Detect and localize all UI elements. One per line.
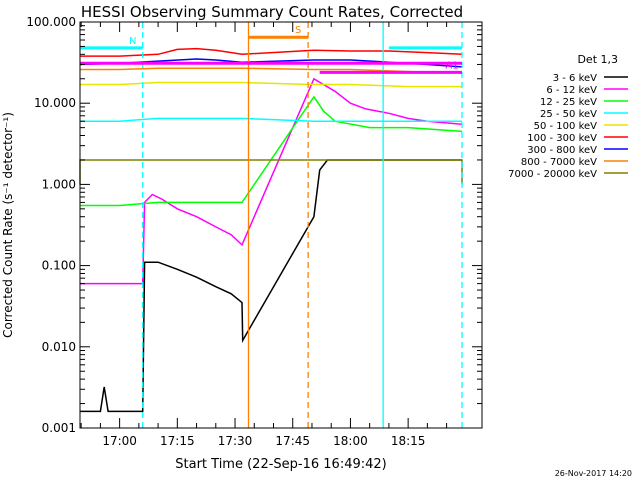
series-line-3 (80, 95, 463, 207)
x-tick-label-4: 17:45 (275, 434, 310, 448)
x-tick-label-2: 17:15 (160, 434, 195, 448)
axes-group: 100.000 10.000 1.000 0.100 0.010 0.001 17:00 17… (26, 15, 482, 448)
y-tick-label-5: 0.010 (42, 340, 76, 354)
flag-label-5: A1 (445, 60, 458, 71)
legend-label-1: 3 - 6 keV (553, 73, 597, 84)
legend-label-9: 7000 - 20000 keV (508, 169, 597, 180)
x-tick-label-1: 17:00 (102, 434, 137, 448)
legend-label-8: 800 - 7000 keV (521, 157, 597, 168)
flag-label-1: N (129, 36, 136, 47)
flag-label-3: S (295, 25, 301, 36)
legend-label-2: 6 - 12 keV (546, 85, 597, 96)
plot-frame (79, 21, 483, 429)
y-axis-label: Corrected Count Rate (s⁻¹ detector⁻¹) (1, 112, 15, 338)
y-tick-label-2: 10.000 (34, 96, 76, 110)
footer-timestamp: 26-Nov-2017 14:20 (555, 469, 632, 478)
y-tick-label-4: 0.100 (42, 259, 76, 273)
legend-label-4: 25 - 50 keV (540, 109, 597, 120)
y-tick-label-3: 1.000 (42, 177, 76, 191)
x-axis-label: Start Time (22-Sep-16 16:49:42) (175, 457, 386, 472)
x-tick-label-6: 18:15 (391, 434, 426, 448)
legend-label-7: 300 - 800 keV (527, 145, 597, 156)
x-tick-label-5: 18:00 (333, 434, 368, 448)
series-line-5 (80, 81, 462, 88)
legend-label-6: 100 - 300 keV (527, 133, 597, 144)
legend-label-5: 50 - 100 keV (534, 121, 598, 132)
series-line-4 (80, 117, 462, 122)
legend-label-3: 12 - 25 keV (540, 97, 597, 108)
y-tick-label-6: 0.001 (42, 421, 76, 435)
y-tick-label-1: 100.000 (26, 15, 76, 29)
series-line-6 (80, 47, 463, 57)
series-line-2 (80, 77, 463, 285)
chart-title: HESSI Observing Summary Count Rates, Cor… (81, 3, 463, 21)
x-tick-label-3: 17:30 (218, 434, 253, 448)
marker-group: N S A1 (80, 22, 463, 428)
legend-title: Det 1,3 (577, 53, 618, 66)
